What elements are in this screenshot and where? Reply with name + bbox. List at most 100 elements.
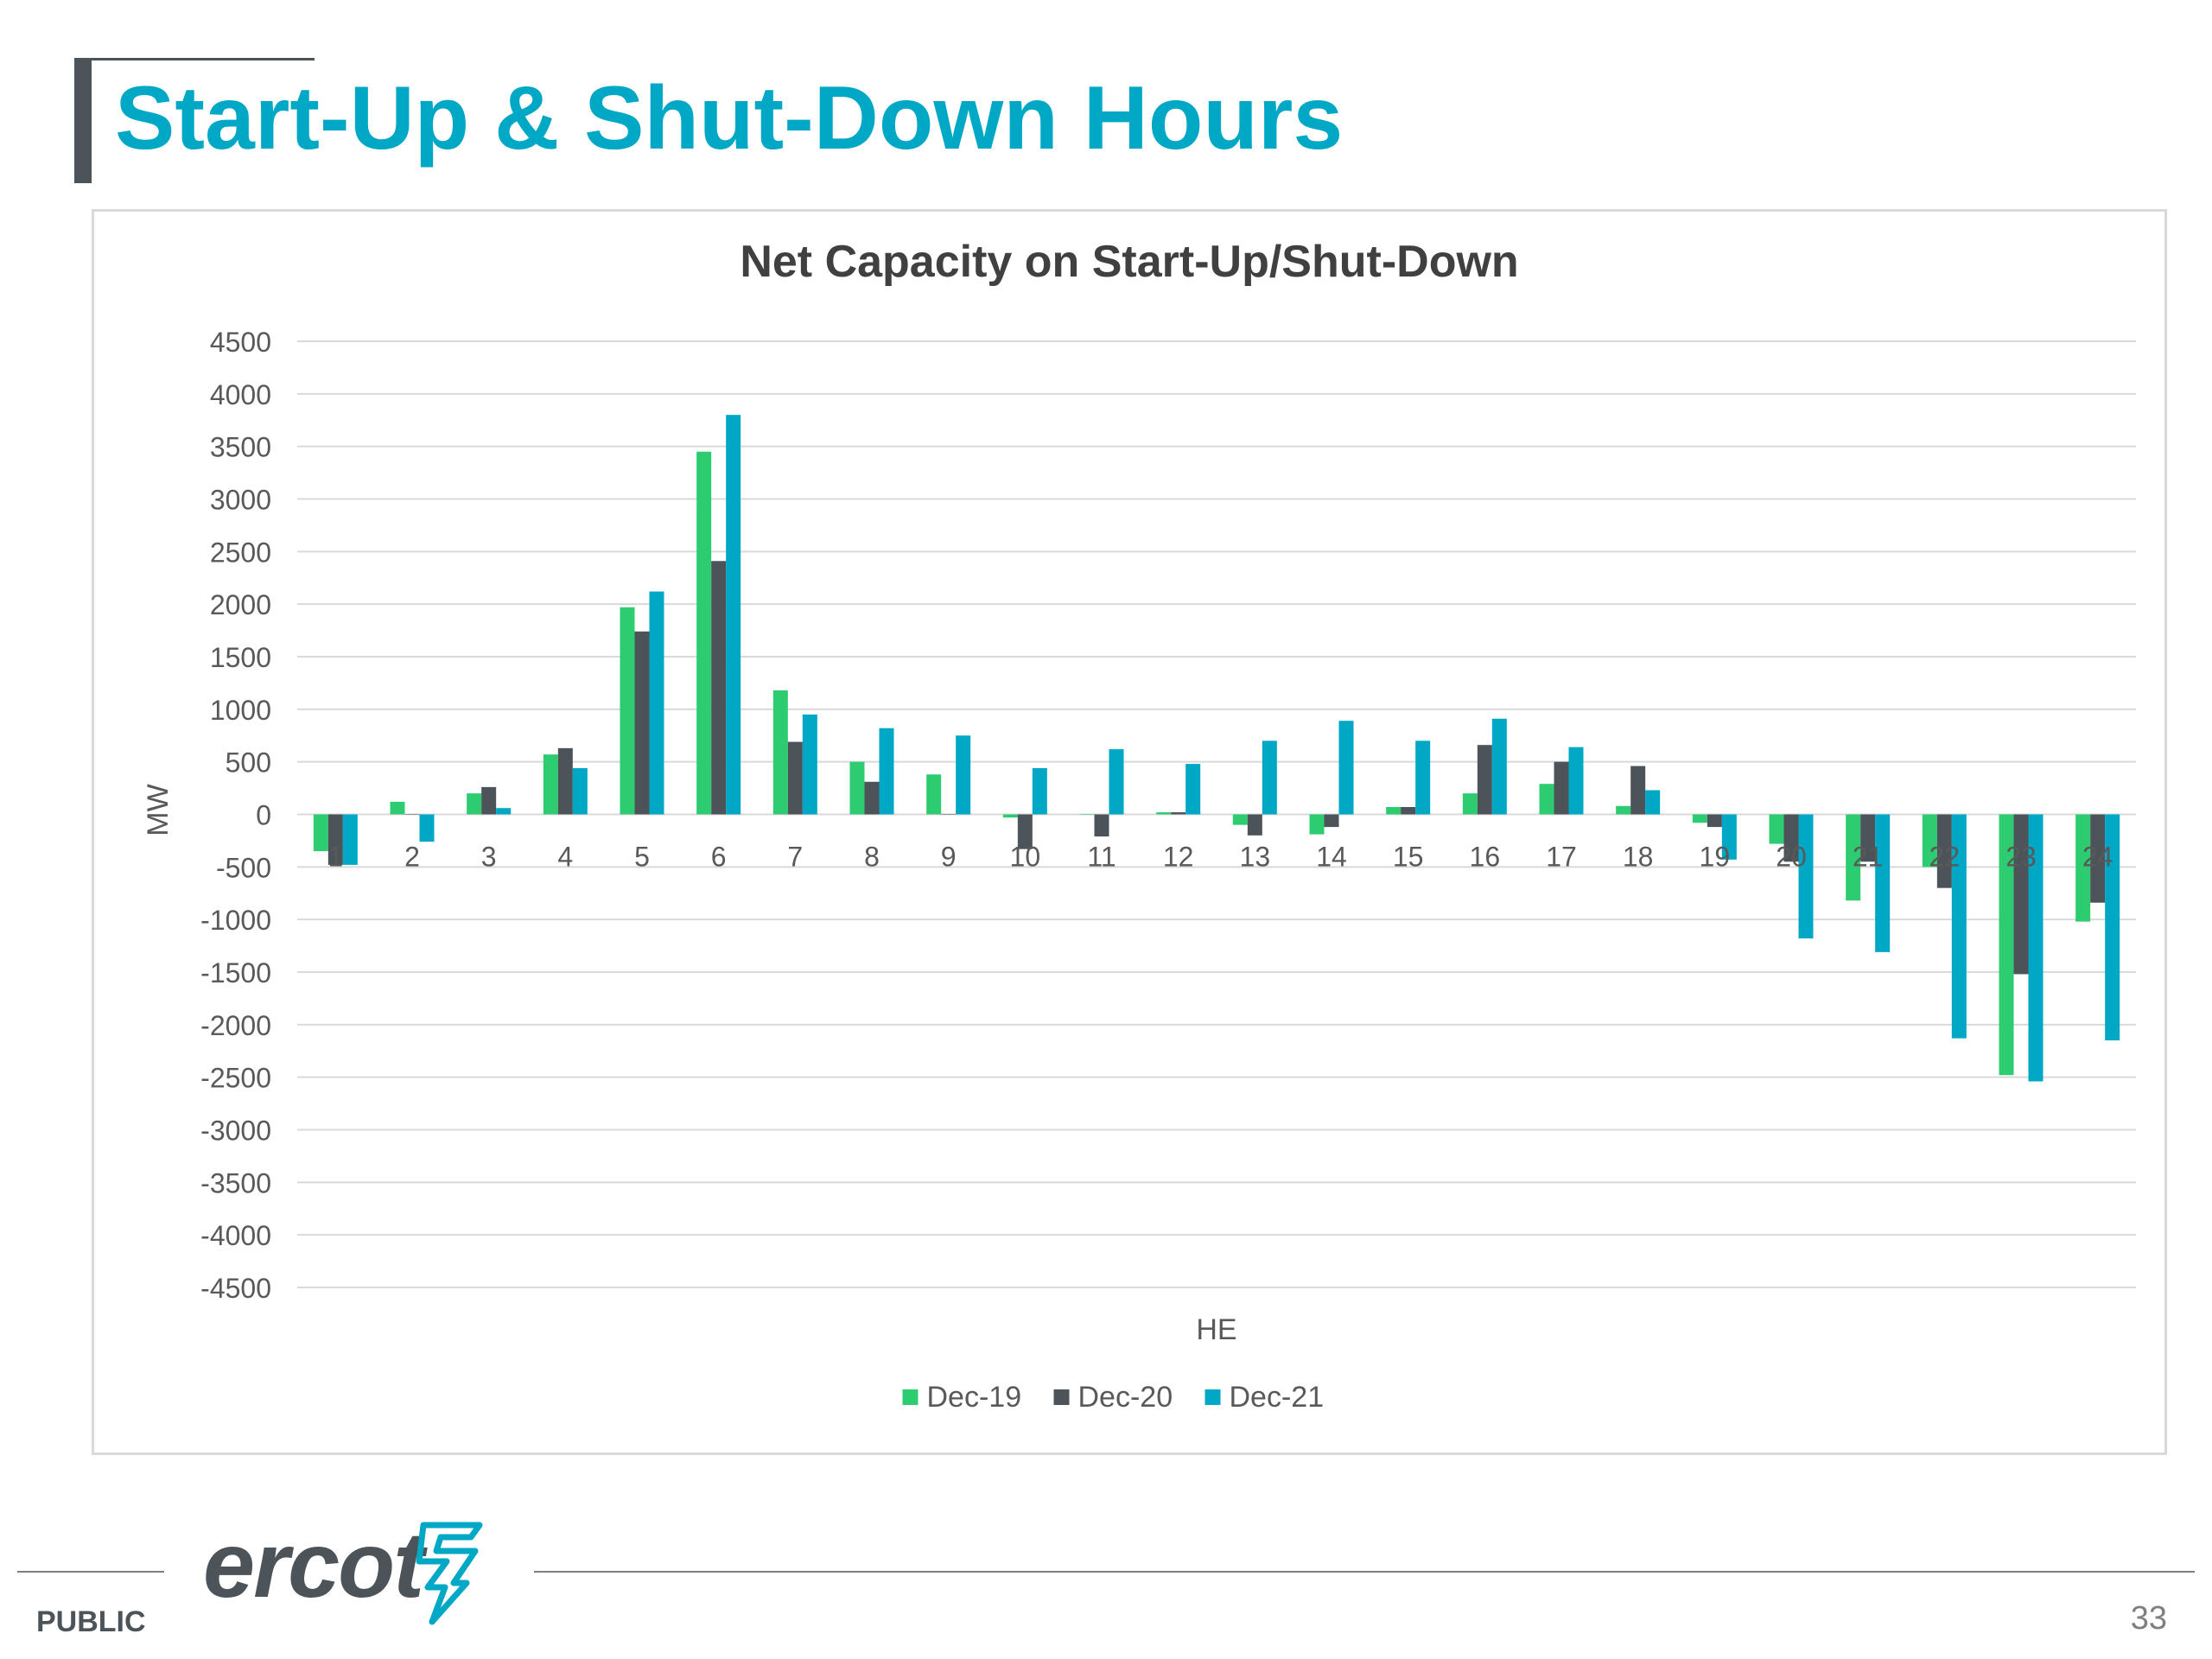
bar-dec-20 — [1554, 761, 1569, 815]
bar-dec-19 — [390, 801, 405, 815]
x-tick-label: 2 — [404, 842, 420, 873]
bar-dec-21 — [1262, 741, 1277, 815]
bar-dec-20 — [327, 814, 343, 865]
lightning-bolt-icon — [416, 1522, 483, 1625]
y-tick-label: -500 — [216, 852, 271, 883]
x-tick-label: 22 — [1929, 842, 1961, 873]
bar-dec-21 — [649, 591, 664, 815]
bar-dec-20 — [1707, 814, 1722, 828]
bar-dec-19 — [1846, 814, 1861, 901]
bar-dec-21 — [1645, 790, 1661, 815]
bar-dec-21 — [879, 728, 894, 815]
bar-dec-19 — [1999, 814, 2014, 1076]
x-tick-label: 19 — [1700, 842, 1731, 873]
legend: Dec-19 Dec-20 Dec-21 — [902, 1381, 1325, 1414]
x-tick-label: 4 — [557, 842, 573, 873]
bar-dec-21 — [1875, 814, 1891, 952]
y-tick-label: -4500 — [200, 1273, 271, 1304]
bar-dec-19 — [313, 814, 328, 852]
title-accent-line — [74, 58, 315, 60]
chart-frame: Net Capacity on Start-Up/Shut-Down 4 500 4… — [92, 209, 2167, 1455]
bar-dec-20 — [2090, 814, 2106, 903]
x-tick-label: 15 — [1393, 842, 1424, 873]
bar-dec-20 — [787, 741, 803, 815]
bar-dec-19 — [772, 690, 788, 815]
footer-divider-left — [17, 1571, 164, 1573]
chart: Net Capacity on Start-Up/Shut-Down 4 500 4… — [142, 237, 2136, 1414]
y-tick-label: 4000 — [210, 379, 271, 410]
bar-dec-19 — [2075, 814, 2091, 922]
y-tick-label: 2500 — [210, 537, 271, 568]
legend-swatch — [902, 1389, 918, 1405]
bar-dec-21 — [1185, 764, 1201, 815]
bar-dec-19 — [1769, 814, 1784, 844]
y-tick-label: -1500 — [200, 957, 271, 988]
bar-dec-21 — [1109, 749, 1124, 815]
y-tick-label: -1000 — [200, 905, 271, 936]
y-tick-label: 2000 — [210, 589, 271, 620]
bar-dec-19 — [1616, 805, 1631, 815]
bar-dec-19 — [620, 607, 635, 815]
bar-dec-20 — [1247, 814, 1262, 836]
legend-swatch — [1205, 1389, 1221, 1405]
x-tick-label: 12 — [1163, 842, 1194, 873]
bar-dec-21 — [1721, 814, 1737, 860]
x-tick-label: 13 — [1240, 842, 1271, 873]
x-tick-label: 5 — [634, 842, 650, 873]
legend-label: Dec-19 — [927, 1381, 1022, 1414]
y-tick-label: 0 — [256, 800, 271, 831]
legend-label: Dec-20 — [1078, 1381, 1173, 1414]
x-tick-label: 18 — [1623, 842, 1654, 873]
x-tick-label: 14 — [1316, 842, 1347, 873]
slide-title: Start-Up & Shut-Down Hours — [115, 68, 1344, 168]
x-tick-label: 10 — [1010, 842, 1041, 873]
bar-dec-20 — [634, 631, 650, 815]
bar-dec-19 — [1462, 793, 1478, 815]
logo-wordmark: ercot — [203, 1512, 424, 1617]
x-tick-label: 16 — [1470, 842, 1501, 873]
x-tick-label: 23 — [2005, 842, 2037, 873]
bar-dec-21 — [496, 808, 512, 815]
bar-dec-21 — [572, 767, 588, 815]
x-tick-label: 1 — [327, 842, 343, 873]
y-axis-label: MW — [142, 784, 175, 836]
bar-dec-21 — [726, 415, 741, 815]
y-axis-ticks: 4500 4000 3500 3000 2500 2000 1500 1000 500 0 -500… — [200, 327, 271, 1304]
bar-dec-19 — [1156, 812, 1172, 815]
public-label: PUBLIC — [36, 1605, 146, 1638]
y-tick-label: -2500 — [200, 1063, 271, 1094]
bar-dec-19 — [926, 774, 942, 815]
x-tick-label: 6 — [711, 842, 727, 873]
bar-dec-20 — [864, 781, 880, 815]
bar-dec-19 — [1539, 784, 1554, 815]
bar-dec-19 — [696, 451, 712, 815]
y-tick-label: -2000 — [200, 1010, 271, 1041]
bar-dec-21 — [1491, 718, 1507, 815]
legend-label: Dec-21 — [1230, 1381, 1325, 1414]
bar-dec-21 — [2105, 814, 2120, 1041]
y-tick-label: 500 — [226, 747, 271, 779]
bar-dec-20 — [711, 561, 727, 815]
y-tick-label: -4000 — [200, 1220, 271, 1251]
chart-title: Net Capacity on Start-Up/Shut-Down — [740, 237, 1518, 287]
bar-dec-19 — [1002, 814, 1018, 818]
bar-dec-20 — [481, 786, 497, 815]
bar-dec-20 — [1171, 812, 1186, 815]
bar-dec-21 — [342, 814, 358, 865]
bar-dec-20 — [404, 814, 420, 815]
x-tick-label: 21 — [1853, 842, 1884, 873]
x-tick-label: 7 — [787, 842, 803, 873]
bar-dec-20 — [1936, 814, 1952, 888]
bar-dec-21 — [1338, 721, 1354, 815]
bar-dec-20 — [1094, 814, 1109, 837]
x-tick-label: 20 — [1776, 842, 1807, 873]
y-tick-label: -3500 — [200, 1167, 271, 1198]
bars — [313, 415, 2120, 1082]
bar-dec-21 — [1415, 741, 1431, 815]
y-tick-label: 1500 — [210, 642, 271, 673]
x-tick-label: 24 — [2082, 842, 2113, 873]
bar-dec-20 — [2013, 814, 2029, 975]
bar-dec-19 — [543, 754, 558, 815]
bar-dec-19 — [1079, 814, 1095, 815]
bar-dec-20 — [1401, 806, 1416, 815]
